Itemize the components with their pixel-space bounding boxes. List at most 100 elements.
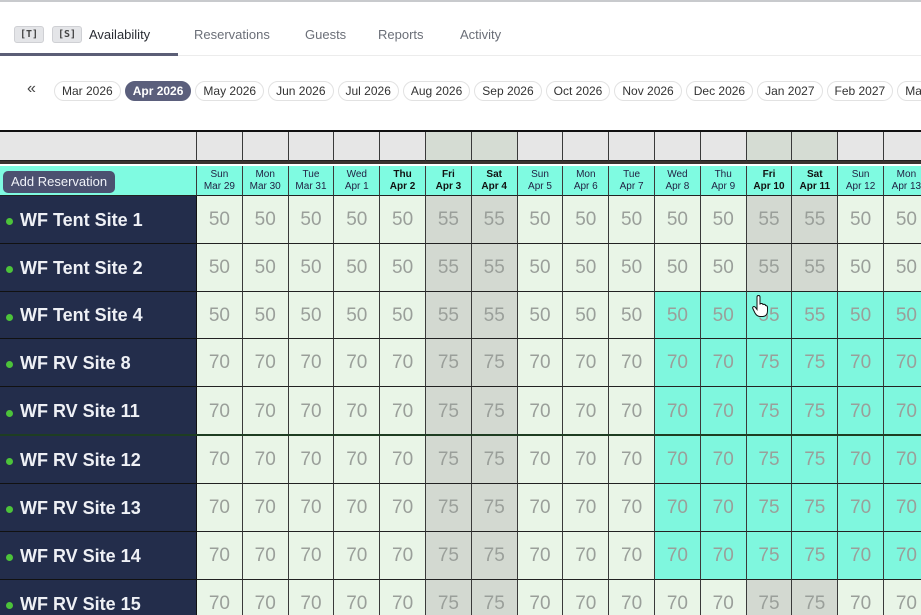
price-cell[interactable]: 50 <box>288 244 335 292</box>
price-cell[interactable]: 50 <box>242 244 289 292</box>
month-pill[interactable]: Jun 2026 <box>268 81 334 101</box>
price-cell[interactable]: 70 <box>609 339 655 387</box>
price-cell[interactable]: 50 <box>563 244 610 292</box>
site-row-label[interactable]: WF RV Site 13 <box>0 484 197 532</box>
price-cell[interactable]: 70 <box>197 580 243 615</box>
month-pill[interactable]: Apr 2026 <box>124 81 192 101</box>
price-cell[interactable]: 70 <box>517 339 564 387</box>
month-pill[interactable]: Feb 2027 <box>826 81 894 101</box>
price-cell[interactable]: 50 <box>380 292 426 339</box>
price-cell[interactable]: 50 <box>242 292 289 339</box>
price-cell[interactable]: 75 <box>792 580 839 615</box>
price-cell[interactable]: 70 <box>884 580 921 615</box>
price-cell[interactable]: 70 <box>700 580 747 615</box>
price-cell[interactable]: 70 <box>197 339 243 387</box>
site-row-label[interactable]: WF RV Site 15 <box>0 580 197 615</box>
price-cell[interactable]: 50 <box>884 196 921 244</box>
price-cell[interactable]: 70 <box>609 580 655 615</box>
price-cell[interactable]: 70 <box>334 484 381 532</box>
price-cell[interactable]: 70 <box>609 484 655 532</box>
price-cell[interactable]: 70 <box>838 436 884 484</box>
month-pill[interactable]: Jan 2027 <box>757 81 823 101</box>
tab-activity[interactable]: Activity <box>460 27 502 42</box>
price-cell[interactable]: 70 <box>380 580 426 615</box>
month-pill[interactable]: Sep 2026 <box>474 81 542 101</box>
price-cell[interactable]: 70 <box>517 387 564 436</box>
price-cell[interactable]: 75 <box>792 484 839 532</box>
price-cell[interactable]: 70 <box>884 387 921 436</box>
price-cell[interactable]: 70 <box>655 436 701 484</box>
price-cell[interactable]: 70 <box>884 339 921 387</box>
site-row-label[interactable]: WF RV Site 12 <box>0 436 197 484</box>
price-cell[interactable]: 75 <box>426 339 472 387</box>
price-cell[interactable]: 75 <box>471 484 518 532</box>
price-cell[interactable]: 70 <box>380 339 426 387</box>
price-cell[interactable]: 75 <box>746 436 793 484</box>
price-cell[interactable]: 70 <box>288 436 335 484</box>
site-row-label[interactable]: WF Tent Site 4 <box>0 292 197 339</box>
price-cell[interactable]: 55 <box>426 292 472 339</box>
price-cell[interactable]: 50 <box>563 292 610 339</box>
price-cell[interactable]: 55 <box>471 292 518 339</box>
price-cell[interactable]: 70 <box>334 339 381 387</box>
month-pill[interactable]: Jul 2026 <box>337 81 399 101</box>
price-cell[interactable]: 75 <box>746 580 793 615</box>
price-cell[interactable]: 50 <box>609 292 655 339</box>
price-cell[interactable]: 55 <box>426 244 472 292</box>
price-cell[interactable]: 70 <box>334 580 381 615</box>
price-cell[interactable]: 50 <box>700 196 747 244</box>
price-cell[interactable]: 75 <box>471 387 518 436</box>
price-cell[interactable]: 50 <box>884 244 921 292</box>
price-cell[interactable]: 70 <box>334 436 381 484</box>
price-cell[interactable]: 50 <box>517 292 564 339</box>
price-cell[interactable]: 50 <box>700 292 747 339</box>
price-cell[interactable]: 55 <box>792 196 839 244</box>
price-cell[interactable]: 75 <box>471 580 518 615</box>
price-cell[interactable]: 50 <box>380 196 426 244</box>
price-cell[interactable]: 70 <box>242 387 289 436</box>
site-row-label[interactable]: WF Tent Site 1 <box>0 196 197 244</box>
price-cell[interactable]: 70 <box>242 580 289 615</box>
price-cell[interactable]: 50 <box>884 292 921 339</box>
price-cell[interactable]: 70 <box>288 532 335 580</box>
price-cell[interactable]: 70 <box>838 532 884 580</box>
price-cell[interactable]: 50 <box>609 244 655 292</box>
price-cell[interactable]: 75 <box>792 339 839 387</box>
price-cell[interactable]: 75 <box>471 339 518 387</box>
price-cell[interactable]: 70 <box>380 436 426 484</box>
price-cell[interactable]: 70 <box>655 339 701 387</box>
price-cell[interactable]: 55 <box>746 196 793 244</box>
price-cell[interactable]: 70 <box>563 339 610 387</box>
price-cell[interactable]: 70 <box>655 484 701 532</box>
site-row-label[interactable]: WF Tent Site 2 <box>0 244 197 292</box>
price-cell[interactable]: 70 <box>563 436 610 484</box>
price-cell[interactable]: 70 <box>609 387 655 436</box>
site-row-label[interactable]: WF RV Site 14 <box>0 532 197 580</box>
price-cell[interactable]: 70 <box>517 484 564 532</box>
price-cell[interactable]: 50 <box>655 292 701 339</box>
price-cell[interactable]: 75 <box>471 532 518 580</box>
price-cell[interactable]: 55 <box>471 196 518 244</box>
price-cell[interactable]: 50 <box>380 244 426 292</box>
month-pill[interactable]: Aug 2026 <box>402 81 471 101</box>
price-cell[interactable]: 70 <box>563 532 610 580</box>
price-cell[interactable]: 70 <box>838 387 884 436</box>
price-cell[interactable]: 70 <box>380 387 426 436</box>
price-cell[interactable]: 50 <box>242 196 289 244</box>
price-cell[interactable]: 70 <box>838 339 884 387</box>
price-cell[interactable]: 50 <box>517 244 564 292</box>
price-cell[interactable]: 70 <box>334 387 381 436</box>
month-pill[interactable]: Nov 2026 <box>614 81 682 101</box>
price-cell[interactable]: 75 <box>792 436 839 484</box>
price-cell[interactable]: 70 <box>838 484 884 532</box>
price-cell[interactable]: 75 <box>471 436 518 484</box>
price-cell[interactable]: 70 <box>517 580 564 615</box>
price-cell[interactable]: 70 <box>288 339 335 387</box>
price-cell[interactable]: 75 <box>792 387 839 436</box>
tab-availability[interactable]: Availability <box>89 27 151 42</box>
price-cell[interactable]: 70 <box>380 532 426 580</box>
tab-reports[interactable]: Reports <box>378 27 424 42</box>
price-cell[interactable]: 70 <box>517 532 564 580</box>
price-cell[interactable]: 75 <box>426 532 472 580</box>
price-cell[interactable]: 55 <box>471 244 518 292</box>
